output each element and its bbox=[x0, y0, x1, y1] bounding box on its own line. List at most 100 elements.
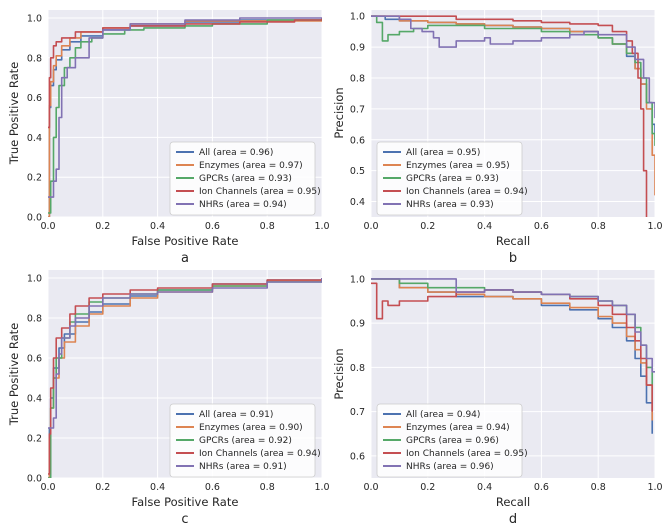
panel-d-y-tick-label: 0.8 bbox=[350, 363, 365, 374]
panel-a-y-axis-label: True Positive Rate bbox=[7, 62, 21, 165]
panel-d-x-tick-label: 0.6 bbox=[534, 482, 549, 493]
panel-c-y-tick-label: 0.8 bbox=[27, 314, 42, 325]
panel-a-legend-label-gpcrs: GPCRs (area = 0.93) bbox=[199, 174, 292, 184]
panel-a-legend-label-all: All (area = 0.96) bbox=[199, 148, 273, 158]
panel-a-roc-chart: 0.0 0.2 0.4 0.6 0.8 1.0 0.0 0.2 0.4 0.6 0.8 1.0 Fal… bbox=[7, 10, 330, 266]
panel-c-y-tick-label: 0.0 bbox=[27, 474, 42, 485]
panel-b-y-tick-label: 0.5 bbox=[350, 166, 365, 177]
panel-c-series-ion-channels-line bbox=[48, 278, 322, 475]
panel-d-y-tick-label: 0.9 bbox=[350, 319, 365, 330]
panel-a-x-tick-label: 0.8 bbox=[260, 221, 275, 232]
panel-a-y-tick-label: 0.0 bbox=[27, 213, 42, 224]
panel-c-x-tick-label: 0.8 bbox=[260, 482, 275, 493]
panel-b-y-tick-label: 0.6 bbox=[350, 135, 365, 146]
panel-a-legend-label-ion-channels: Ion Channels (area = 0.95) bbox=[199, 187, 321, 197]
panel-a-y-tick-label: 1.0 bbox=[27, 13, 42, 24]
panel-b-y-tick-label: 1.0 bbox=[350, 12, 365, 23]
panel-b-letter: b bbox=[509, 251, 517, 266]
panel-d-x-tick-label: 1.0 bbox=[647, 482, 662, 493]
panel-a-x-tick-label: 0.2 bbox=[95, 221, 110, 232]
panel-d-y-axis-label: Precision bbox=[332, 348, 346, 399]
panel-a-series-nhrs-line bbox=[48, 17, 322, 198]
panel-d-x-tick-label: 0.2 bbox=[420, 482, 435, 493]
panel-d-series bbox=[371, 278, 655, 434]
panel-d-pr-chart: 0.0 0.2 0.4 0.6 0.8 1.0 0.6 0.7 0.8 0.9 1.0 Recall… bbox=[332, 270, 663, 527]
panel-a-legend-label-enzymes: Enzymes (area = 0.97) bbox=[199, 161, 303, 171]
panel-a-letter: a bbox=[181, 251, 189, 266]
panel-a-x-tick-label: 0.0 bbox=[40, 221, 55, 232]
panel-b-legend-label-gpcrs: GPCRs (area = 0.93) bbox=[406, 174, 499, 184]
panel-d-x-tick-label: 0.0 bbox=[363, 482, 378, 493]
panel-d-legend-label-ion-channels: Ion Channels (area = 0.95) bbox=[406, 449, 528, 459]
panel-a-y-tick-label: 0.2 bbox=[27, 173, 42, 184]
panel-b-x-axis-label: Recall bbox=[496, 234, 530, 248]
panel-b-legend-box bbox=[376, 141, 523, 216]
panel-a-legend-label-nhrs: NHRs (area = 0.94) bbox=[199, 200, 287, 210]
panel-d-legend-label-nhrs: NHRs (area = 0.96) bbox=[406, 462, 494, 472]
panel-b-series-ion-channels-line bbox=[371, 15, 648, 217]
panel-b-pr-chart: 0.0 0.2 0.4 0.6 0.8 1.00.40.50.60.70.80.91.0 … bbox=[332, 10, 663, 266]
panel-a-legend-box bbox=[169, 141, 316, 216]
panel-a-x-tick-label: 0.6 bbox=[205, 221, 220, 232]
panel-b-x-tick-label: 0.8 bbox=[591, 221, 606, 232]
panel-c-legend-label-nhrs: NHRs (area = 0.91) bbox=[199, 462, 287, 472]
panel-b-legend-label-ion-channels: Ion Channels (area = 0.94) bbox=[406, 187, 528, 197]
panel-a-y-tick-label: 0.6 bbox=[27, 93, 42, 104]
panel-b-legend-label-all: All (area = 0.95) bbox=[406, 148, 480, 158]
panel-b-x-tick-label: 0.4 bbox=[477, 221, 492, 232]
panel-a-y-tick-label: 0.4 bbox=[27, 133, 42, 144]
panel-c-y-tick-label: 0.6 bbox=[27, 354, 42, 365]
panel-c-legend: All (area = 0.91) Enzymes (area = 0.90) GP… bbox=[169, 403, 321, 478]
panel-c-x-axis-label: False Positive Rate bbox=[132, 495, 239, 509]
panel-c-legend-label-gpcrs: GPCRs (area = 0.92) bbox=[199, 436, 292, 446]
panel-c-legend-label-enzymes: Enzymes (area = 0.90) bbox=[199, 423, 303, 433]
panel-b-legend-label-enzymes: Enzymes (area = 0.95) bbox=[406, 161, 510, 171]
panel-a-y-tick-label: 0.8 bbox=[27, 53, 42, 64]
panel-c-x-tick-label: 1.0 bbox=[314, 482, 329, 493]
panel-d-legend-label-enzymes: Enzymes (area = 0.94) bbox=[406, 423, 510, 433]
panel-a-gridlines bbox=[47, 10, 323, 218]
panel-b-y-tick-label: 0.7 bbox=[350, 104, 365, 115]
panel-d-y-tick-label: 1.0 bbox=[350, 274, 365, 285]
panel-c-tick-labels: 0.0 0.2 0.4 0.6 0.8 1.0 0.0 0.2 0.4 0.6 0.8 1.0 bbox=[27, 274, 330, 494]
panel-c-x-tick-label: 0.2 bbox=[95, 482, 110, 493]
panel-c-x-tick-label: 0.4 bbox=[150, 482, 165, 493]
panel-b-legend: All (area = 0.95) Enzymes (area = 0.95) GP… bbox=[376, 141, 528, 216]
panel-c-letter: c bbox=[181, 512, 188, 527]
panel-b-x-tick-label: 0.2 bbox=[420, 221, 435, 232]
panel-d-y-tick-label: 0.6 bbox=[350, 451, 365, 462]
panel-d-x-tick-label: 0.8 bbox=[591, 482, 606, 493]
panel-b-x-tick-label: 0.0 bbox=[363, 221, 378, 232]
panel-d-series-nhrs-line bbox=[371, 278, 655, 373]
panel-d-legend-box bbox=[376, 403, 523, 478]
panel-c-y-tick-label: 0.2 bbox=[27, 434, 42, 445]
panel-d-x-tick-label: 0.4 bbox=[477, 482, 492, 493]
panel-b-series-nhrs-line bbox=[371, 15, 655, 119]
panel-c-series-nhrs-line bbox=[48, 278, 322, 429]
panel-c-y-tick-label: 0.4 bbox=[27, 394, 42, 405]
panel-c-y-axis-label: True Positive Rate bbox=[7, 323, 21, 426]
panel-a-tick-labels: 0.0 0.2 0.4 0.6 0.8 1.0 0.0 0.2 0.4 0.6 0.8 1.0 bbox=[27, 13, 330, 232]
panel-d-legend-label-gpcrs: GPCRs (area = 0.96) bbox=[406, 436, 499, 446]
panel-b-y-axis-label: Precision bbox=[332, 87, 346, 138]
panel-d-x-axis-label: Recall bbox=[496, 495, 530, 509]
panel-a-series-ion-channels-line bbox=[48, 18, 322, 129]
panel-b-series bbox=[371, 15, 655, 217]
panel-b-x-tick-label: 0.6 bbox=[534, 221, 549, 232]
panel-b-legend-label-nhrs: NHRs (area = 0.93) bbox=[406, 200, 494, 210]
panel-c-x-tick-label: 0.0 bbox=[40, 482, 55, 493]
panel-a-x-tick-label: 1.0 bbox=[314, 221, 329, 232]
panel-d-legend: All (area = 0.94) Enzymes (area = 0.94) GP… bbox=[376, 403, 528, 478]
panel-c-legend-label-all: All (area = 0.91) bbox=[199, 410, 273, 420]
panel-d-legend-label-all: All (area = 0.94) bbox=[406, 410, 480, 420]
panel-a-x-tick-label: 0.4 bbox=[150, 221, 165, 232]
panel-b-y-tick-label: 0.9 bbox=[350, 43, 365, 54]
panel-c-legend-label-ion-channels: Ion Channels (area = 0.94) bbox=[199, 449, 321, 459]
panel-a-series-gpcrs-line bbox=[48, 18, 322, 214]
panel-c-y-tick-label: 1.0 bbox=[27, 274, 42, 285]
panel-c-roc-chart: 0.0 0.2 0.4 0.6 0.8 1.0 0.0 0.2 0.4 0.6 0.8 1.0 Fal… bbox=[7, 270, 330, 527]
panel-d-tick-labels: 0.0 0.2 0.4 0.6 0.8 1.0 0.6 0.7 0.8 0.9 1.0 bbox=[350, 274, 663, 493]
panel-c-x-tick-label: 0.6 bbox=[205, 482, 220, 493]
panel-c-series bbox=[48, 278, 322, 478]
